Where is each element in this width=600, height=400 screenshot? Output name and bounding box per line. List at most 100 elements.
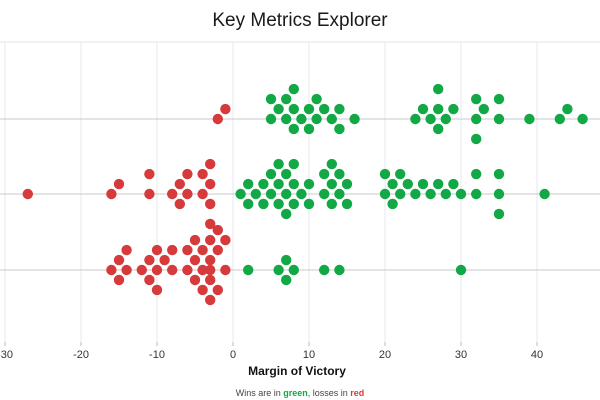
data-points	[22, 83, 588, 306]
win-point	[410, 113, 421, 125]
loss-point	[182, 264, 193, 276]
footnote-win-word: green	[283, 388, 308, 398]
loss-point	[212, 113, 223, 125]
footnote-loss-word: red	[350, 388, 365, 398]
loss-point	[205, 178, 216, 190]
loss-point	[205, 264, 216, 276]
win-point	[311, 93, 322, 105]
win-point	[288, 123, 299, 135]
loss-point	[212, 284, 223, 296]
loss-point	[220, 264, 231, 276]
win-point	[410, 188, 421, 200]
win-point	[440, 188, 451, 200]
win-point	[577, 113, 588, 125]
loss-point	[121, 264, 132, 276]
win-point	[258, 198, 269, 210]
loss-point	[189, 254, 201, 266]
win-point	[334, 103, 345, 115]
loss-point	[220, 103, 231, 115]
loss-point	[182, 188, 193, 200]
win-point	[288, 83, 299, 95]
win-point	[417, 178, 429, 190]
win-point	[288, 158, 299, 170]
loss-point	[220, 234, 231, 246]
loss-point	[197, 188, 208, 200]
win-point	[265, 93, 277, 105]
loss-point	[205, 234, 216, 246]
loss-point	[144, 188, 155, 200]
x-tick-label: -10	[149, 349, 165, 361]
win-point	[265, 168, 277, 180]
footnote-middle: , losses in	[307, 388, 351, 398]
win-point	[471, 113, 482, 125]
win-point	[250, 188, 261, 200]
win-point	[281, 208, 292, 220]
win-point	[402, 178, 413, 190]
loss-point	[167, 188, 178, 200]
win-point	[265, 188, 277, 200]
win-point	[303, 123, 315, 135]
win-point	[311, 113, 322, 125]
win-point	[326, 113, 337, 125]
loss-point	[197, 168, 208, 180]
win-point	[493, 93, 505, 105]
win-point	[493, 188, 505, 200]
loss-point	[151, 284, 163, 296]
win-point	[319, 188, 330, 200]
win-point	[493, 208, 505, 220]
win-point	[296, 188, 307, 200]
win-point	[417, 103, 429, 115]
win-point	[334, 264, 345, 276]
x-tick-label: -20	[73, 349, 89, 361]
win-point	[273, 178, 284, 190]
win-point	[539, 188, 550, 200]
win-point	[281, 113, 292, 125]
win-point	[326, 198, 337, 210]
win-point	[455, 264, 467, 276]
win-point	[455, 188, 467, 200]
win-point	[395, 188, 406, 200]
win-point	[243, 198, 254, 210]
win-point	[471, 188, 482, 200]
legend-footnote: Wins are in green, losses in red	[0, 388, 600, 398]
loss-point	[159, 254, 170, 266]
loss-point	[106, 188, 117, 200]
win-point	[341, 198, 353, 210]
loss-point	[205, 294, 216, 306]
win-point	[440, 113, 451, 125]
loss-point	[22, 188, 33, 200]
win-point	[326, 178, 337, 190]
x-tick-label: 30	[455, 349, 467, 361]
loss-point	[151, 264, 163, 276]
win-point	[395, 168, 406, 180]
loss-point	[121, 244, 132, 256]
loss-point	[167, 244, 178, 256]
win-point	[379, 168, 391, 180]
win-point	[471, 133, 482, 145]
win-point	[478, 103, 489, 115]
win-point	[448, 103, 459, 115]
loss-point	[113, 274, 125, 286]
loss-point	[205, 198, 216, 210]
loss-point	[197, 244, 208, 256]
win-point	[471, 168, 482, 180]
loss-point	[205, 254, 216, 266]
x-tick-label: 10	[303, 349, 315, 361]
win-point	[258, 178, 269, 190]
win-point	[448, 178, 459, 190]
win-point	[273, 103, 284, 115]
win-point	[379, 188, 391, 200]
win-point	[281, 274, 292, 286]
loss-point	[182, 168, 193, 180]
win-point	[493, 113, 505, 125]
loss-point	[205, 158, 216, 170]
win-point	[425, 188, 436, 200]
win-point	[273, 158, 284, 170]
loss-point	[151, 244, 163, 256]
win-point	[243, 178, 254, 190]
win-point	[273, 198, 284, 210]
win-point	[524, 113, 535, 125]
win-point	[281, 93, 292, 105]
loss-point	[212, 224, 223, 236]
